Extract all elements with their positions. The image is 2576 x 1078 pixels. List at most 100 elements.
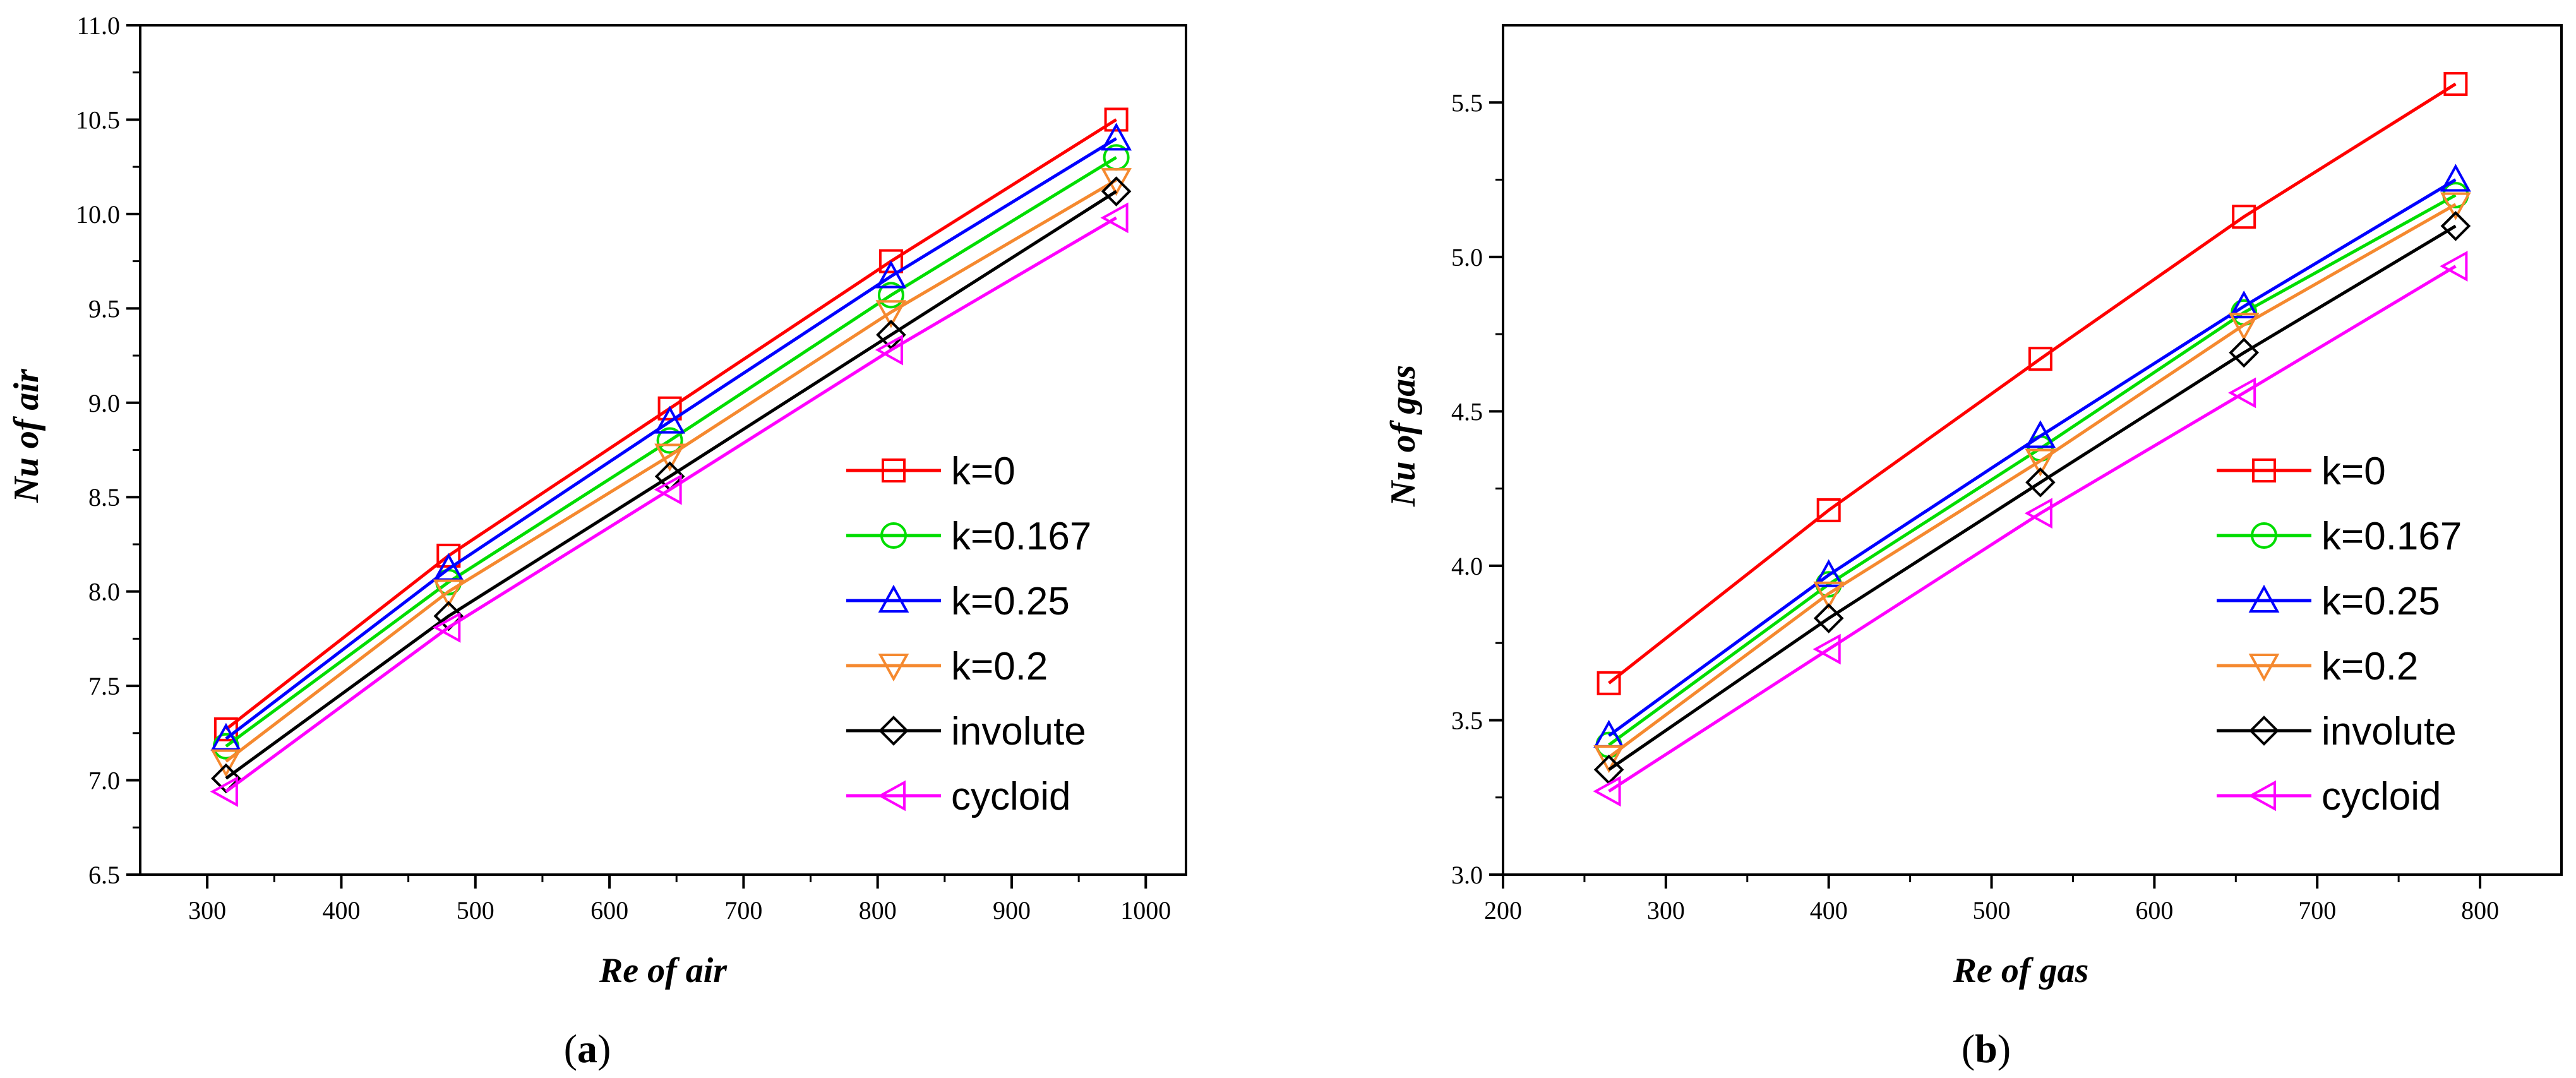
legend-marker [877, 780, 906, 811]
legend-label: involute [951, 710, 1086, 753]
plot-frame-b [1502, 24, 2563, 876]
data-point-k-0-2 [2025, 448, 2056, 477]
legend-label: k=0 [951, 450, 1015, 493]
legend-label: k=0.2 [2321, 645, 2418, 688]
legend-marker [2248, 584, 2280, 613]
data-point-k-0-2 [2228, 313, 2260, 341]
y-tick-label-b: 5.5 [1451, 88, 1483, 117]
series-line-cycloid [1608, 265, 2457, 793]
x-tick-label-b: 300 [1647, 896, 1685, 925]
y-tick-label-a: 9.0 [88, 389, 120, 417]
legend-label: cycloid [2321, 775, 2441, 818]
series-line-k-0-2 [225, 178, 1117, 763]
data-point-k-0-2 [1813, 581, 1845, 610]
legend-b: k=0 k=0.167 k=0.25 k=0.2 involute cycloid [2217, 450, 2462, 818]
y-tick-label-b: 4.5 [1451, 397, 1483, 426]
data-point-involute [1813, 603, 1844, 633]
data-point-k-0-25 [875, 260, 907, 289]
x-tick-label-b: 200 [1484, 896, 1522, 925]
x-axis-title-a: Re of air [599, 951, 728, 990]
data-point-k-0 [1816, 498, 1841, 522]
series-line-k-0 [1608, 82, 2457, 685]
legend-label: involute [2321, 710, 2457, 753]
series-line-cycloid [225, 216, 1117, 793]
series-line-involute [225, 189, 1117, 780]
data-point-k-0-2 [654, 443, 686, 472]
legend-marker [2251, 522, 2277, 549]
legend-label: k=0.2 [951, 645, 1048, 688]
data-point-k-0-2 [210, 749, 242, 777]
data-point-k-0-167 [877, 282, 904, 309]
panel-label-a: (a) [564, 1026, 611, 1071]
panel-letter-b: b [1975, 1026, 1998, 1071]
legend-marker [882, 458, 906, 482]
data-point-k-0 [878, 249, 903, 273]
legend-label: k=0.167 [951, 515, 1091, 558]
x-tick-label-b: 500 [1973, 896, 2011, 925]
y-tick-label-a: 8.0 [88, 578, 120, 606]
legend-label: k=0.25 [2321, 580, 2440, 623]
y-tick-label-a: 6.5 [88, 861, 120, 889]
x-tick-label-a: 400 [322, 896, 360, 925]
data-point-involute [876, 320, 906, 350]
data-point-involute [1101, 176, 1132, 207]
data-point-cycloid [2228, 377, 2256, 409]
legend-a: k=0 k=0.167 k=0.25 k=0.2 involute cycloid [846, 450, 1091, 818]
data-point-involute [2025, 467, 2056, 498]
data-point-k-0-25 [654, 405, 686, 434]
data-point-cycloid [210, 776, 238, 807]
y-axis-title-a: Nu of air [7, 368, 46, 503]
data-point-cycloid [2440, 251, 2468, 282]
x-tick-label-a: 1000 [1120, 896, 1171, 925]
x-tick-label-a: 700 [724, 896, 762, 925]
data-point-k-0 [436, 543, 461, 568]
data-point-k-0-25 [2025, 420, 2056, 448]
y-tick-label-a: 8.5 [88, 483, 120, 512]
data-point-cycloid [875, 334, 903, 366]
legend-marker [878, 716, 909, 746]
data-point-cycloid [1100, 202, 1129, 234]
legend-marker [2248, 654, 2280, 682]
legend-marker [2248, 780, 2276, 811]
data-point-k-0-25 [2440, 164, 2471, 192]
data-point-k-0-25 [1101, 123, 1132, 151]
data-point-cycloid [1812, 633, 1841, 665]
data-point-cycloid [433, 612, 461, 643]
data-point-involute [211, 763, 241, 794]
series-line-involute [1608, 224, 2457, 771]
data-point-k-0-167 [656, 427, 683, 454]
legend-label: cycloid [951, 775, 1071, 818]
x-tick-label-b: 700 [2298, 896, 2336, 925]
x-axis-title-b: Re of gas [1953, 951, 2089, 990]
data-point-k-0-25 [1813, 559, 1845, 587]
y-tick-label-a: 11.0 [76, 11, 120, 40]
data-point-cycloid [1593, 776, 1621, 807]
data-point-cycloid [2024, 498, 2052, 529]
y-tick-label-b: 5.0 [1451, 243, 1483, 272]
data-point-k-0-2 [1101, 168, 1132, 196]
series-line-k-0-25 [225, 137, 1117, 740]
y-tick-label-a: 7.0 [88, 767, 120, 795]
chart-panel-a: Nu of air Re of air (a) 300 400 500 600 700 8… [7, 11, 1187, 1071]
legend-label: k=0 [2321, 450, 2386, 493]
data-point-k-0-2 [875, 300, 907, 328]
series-line-k-0-2 [1608, 203, 2457, 759]
series-line-k-0-25 [1608, 178, 2457, 737]
chart-panel-b: Nu of gas Re of gas (b) 200 300 400 500 600 7… [1384, 24, 2563, 1071]
data-point-k-0 [1597, 671, 1621, 695]
legend-marker [878, 654, 909, 682]
x-tick-label-b: 400 [1810, 896, 1848, 925]
y-tick-label-a: 7.5 [88, 672, 120, 700]
legend-marker [880, 522, 907, 549]
data-point-cycloid [654, 474, 682, 505]
y-tick-label-b: 3.0 [1451, 861, 1483, 889]
y-tick-label-a: 10.5 [76, 105, 120, 134]
y-tick-label-b: 3.5 [1451, 706, 1483, 734]
data-point-k-0-2 [2440, 192, 2471, 220]
data-point-k-0-2 [433, 579, 464, 608]
data-point-k-0-2 [1593, 745, 1624, 774]
panel-label-b: (b) [1962, 1026, 2011, 1071]
x-tick-label-a: 600 [590, 896, 628, 925]
x-tick-label-b: 800 [2461, 896, 2499, 925]
data-point-k-0 [2232, 205, 2256, 229]
